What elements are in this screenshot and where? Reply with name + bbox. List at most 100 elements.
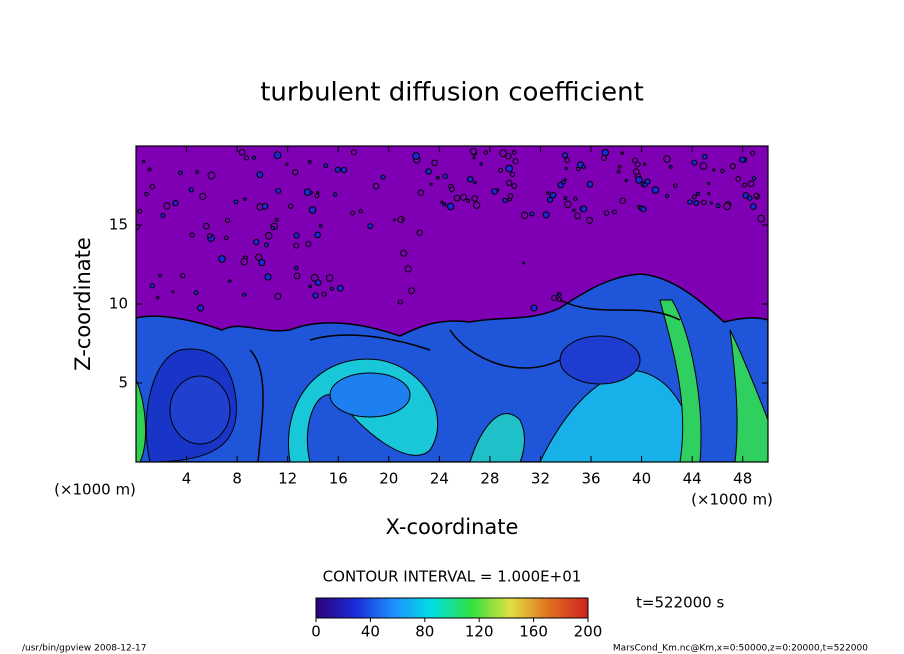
field-speck [510,171,516,177]
field-speck [314,193,320,199]
field-speck [499,149,507,158]
field-speck [651,186,660,194]
field-speck [511,183,518,189]
field-speck [417,189,424,197]
field-speck [218,255,226,263]
field-region [469,413,525,462]
field-speck [158,273,162,278]
field-speck [207,233,213,239]
field-speck [753,192,759,199]
field-speck [404,265,412,273]
field-speck [551,294,558,302]
field-speck [287,203,294,209]
field-speck [574,212,581,220]
field-speck [729,163,736,170]
footer-left: /usr/bin/gpview 2008-12-17 [22,644,146,654]
field-speck [149,184,156,190]
field-speck [285,162,289,167]
field-speck [261,202,269,210]
field-speck [507,193,514,200]
field-speck [195,170,199,174]
field-speck [400,249,408,257]
field-speck [751,176,757,181]
field-speck [144,191,149,197]
field-speck [314,231,321,239]
field-speck [350,210,356,216]
field-region [559,335,641,385]
field-speck [619,197,626,204]
field-speck [557,182,564,189]
field-speck [431,159,438,167]
x-tick-label: 8 [232,470,242,488]
field-speck [274,217,279,222]
field-speck [263,242,269,248]
field-speck [149,283,155,289]
field-speck [224,235,229,241]
field-speck [471,195,478,202]
y-axis-label: Z-coordinate [71,237,95,371]
x-tick-label: 24 [430,470,449,488]
field-speck [251,155,257,160]
field-speck [179,273,186,279]
field-speck [466,198,471,203]
field-speck [742,192,749,199]
field-speck [640,206,647,213]
field-speck [141,159,146,164]
field-speck [572,208,576,213]
field-speck [442,202,447,207]
colorbar-tick-label: 160 [519,623,548,641]
field-speck [334,166,341,173]
field-speck [408,287,416,295]
field-speck [308,206,317,214]
field-region [659,299,702,462]
field-speck [193,290,199,296]
chart-title: turbulent diffusion coefficient [260,78,644,108]
field-speck [446,202,455,211]
field-speck [147,167,152,172]
field-speck [472,201,481,209]
field-speck [207,171,216,180]
field-speck [691,194,697,200]
field-speck [720,168,725,174]
field-speck [520,211,529,219]
field-speck [242,292,247,297]
field-speck [321,291,327,297]
y-tick-label: 5 [118,374,128,392]
field-speck [155,295,160,300]
field-speck [171,290,175,294]
x-tick-label: 20 [379,470,398,488]
field-speck [172,200,179,207]
field-speck [440,200,444,204]
field-speck [293,242,300,249]
field [136,146,768,462]
field-speck [358,209,363,214]
field-speck [634,161,641,168]
field-speck [691,159,698,166]
field-speck [757,214,765,223]
field-speck [397,299,403,305]
footer-right: MarsCond_Km.nc@Km,x=0:50000,z=0:20000,t=… [613,644,868,654]
contour-interval: CONTOUR INTERVAL = 1.000E+01 [323,568,582,586]
field-speck [305,240,312,247]
x-tick-label: 28 [480,470,499,488]
field-speck [325,274,334,282]
field-speck [264,232,273,240]
field-speck [479,162,483,166]
field-speck [392,218,396,222]
y-tick-label: 10 [109,295,128,313]
field-speck [668,164,673,169]
field-speck [564,166,568,171]
field-speck [707,181,711,186]
field-speck [307,160,312,164]
field-speck [189,232,195,238]
field-speck [530,304,538,312]
field-speck [747,195,753,201]
field-speck [314,279,322,286]
field-speck [735,175,742,182]
field-speck [505,164,514,173]
field-speck [293,232,300,239]
x-tick-label: 4 [182,470,192,488]
field-speck [340,166,348,174]
field-speck [163,202,171,210]
field-speck [310,273,319,282]
